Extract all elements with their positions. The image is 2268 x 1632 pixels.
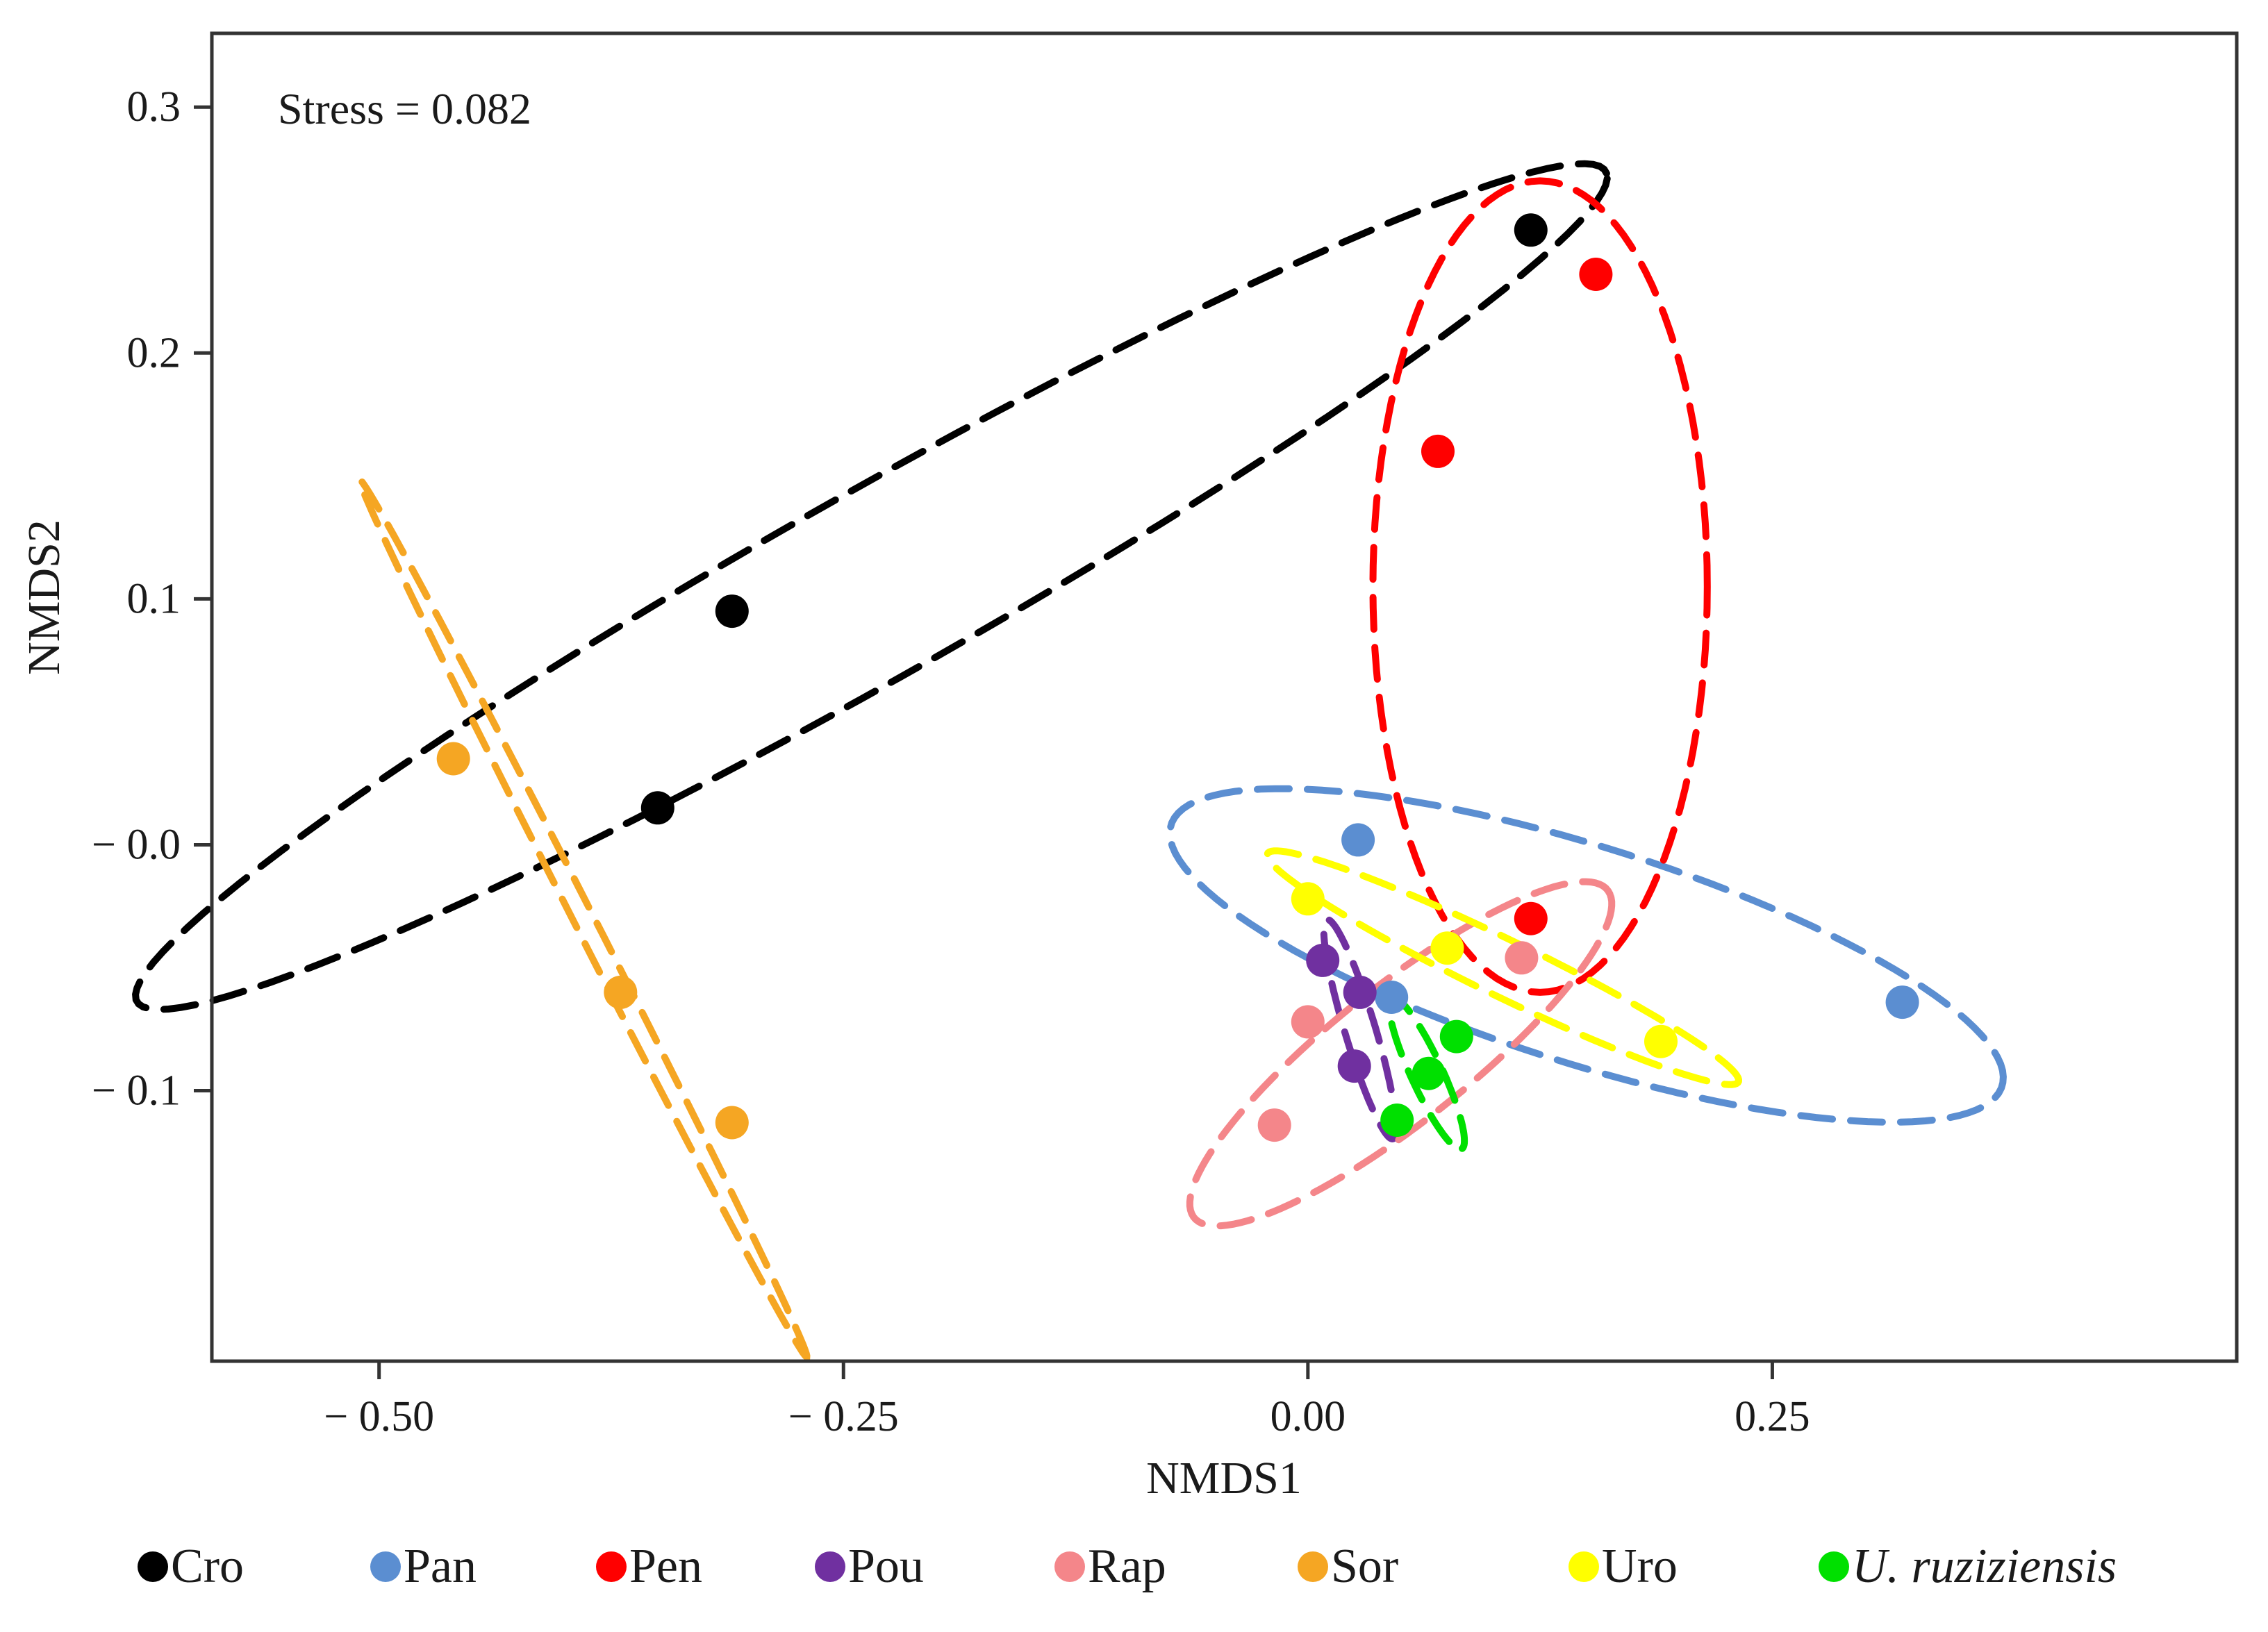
- point-pou-3: [1337, 1049, 1371, 1083]
- point-sor-2: [604, 975, 638, 1009]
- point-pou-2: [1343, 975, 1377, 1009]
- group-points: [436, 213, 1919, 1142]
- legend-marker-sor: [1298, 1551, 1328, 1582]
- legend-marker-u-ruziziensis: [1819, 1551, 1849, 1582]
- legend-label-pou: Pou: [848, 1540, 924, 1593]
- legend-label-sor: Sor: [1331, 1540, 1398, 1593]
- point-pen-3: [1514, 901, 1548, 935]
- legend-label-rap: Rap: [1088, 1540, 1166, 1593]
- y-tick-label: − 0.0: [92, 821, 181, 868]
- legend: Cro Pan Pen Pou Rap Sor Uro U. ruziziensis: [138, 1540, 2117, 1593]
- legend-marker-pen: [596, 1551, 627, 1582]
- point-rap-3: [1257, 1108, 1291, 1142]
- x-tick-label: − 0.50: [324, 1393, 434, 1440]
- group-ellipses: [132, 160, 2007, 1362]
- x-axis: − 0.50 − 0.25 0.00 0.25: [324, 1359, 1810, 1440]
- legend-item-rap: Rap: [1054, 1540, 1166, 1593]
- legend-label-cro: Cro: [171, 1540, 244, 1593]
- legend-marker-rap: [1054, 1551, 1085, 1582]
- point-u-ruziziensis-2: [1412, 1056, 1446, 1090]
- legend-item-pan: Pan: [370, 1540, 477, 1593]
- x-tick-label: − 0.25: [788, 1393, 899, 1440]
- legend-item-pen: Pen: [596, 1540, 702, 1593]
- point-cro-2: [715, 594, 749, 628]
- y-tick-label: 0.2: [127, 329, 181, 376]
- legend-label-uro: Uro: [1602, 1540, 1678, 1593]
- legend-item-sor: Sor: [1298, 1540, 1398, 1593]
- legend-marker-pou: [815, 1551, 845, 1582]
- point-uro-1: [1291, 882, 1325, 916]
- point-cro-3: [640, 791, 674, 825]
- y-axis-title: NMDS2: [19, 519, 69, 675]
- y-tick-label: 0.3: [127, 83, 181, 131]
- point-pan-3: [1885, 985, 1919, 1019]
- point-uro-3: [1644, 1024, 1678, 1058]
- stress-annotation: Stress = 0.082: [278, 84, 531, 133]
- ellipse-pou: [1320, 916, 1400, 1142]
- point-pen-1: [1579, 258, 1613, 291]
- point-pan-1: [1341, 823, 1375, 857]
- point-uro-2: [1430, 931, 1464, 965]
- ellipse-cro: [132, 160, 1611, 1013]
- x-axis-title: NMDS1: [1146, 1453, 1302, 1504]
- legend-item-uro: Uro: [1568, 1540, 1678, 1593]
- legend-item-cro: Cro: [138, 1540, 244, 1593]
- point-sor-1: [436, 742, 470, 776]
- x-tick-label: 0.25: [1735, 1393, 1810, 1440]
- ellipse-pen: [1369, 177, 1711, 996]
- ellipse-rap: [1186, 878, 1616, 1230]
- point-u-ruziziensis-3: [1380, 1104, 1414, 1137]
- legend-item-pou: Pou: [815, 1540, 924, 1593]
- ellipse-uro: [1264, 847, 1743, 1088]
- plot-frame: [210, 31, 2239, 1363]
- legend-label-pen: Pen: [629, 1540, 702, 1593]
- point-pan-2: [1375, 981, 1409, 1014]
- point-cro-1: [1514, 213, 1548, 247]
- point-sor-3: [715, 1106, 749, 1140]
- point-rap-2: [1291, 1005, 1325, 1039]
- legend-label-pan: Pan: [404, 1540, 477, 1593]
- ellipse-sor: [356, 476, 811, 1362]
- legend-label-u-ruziziensis: U. ruziziensis: [1852, 1540, 2117, 1593]
- point-pen-2: [1421, 434, 1455, 468]
- point-rap-1: [1505, 941, 1539, 975]
- legend-marker-pan: [370, 1551, 401, 1582]
- legend-marker-cro: [138, 1551, 168, 1582]
- legend-item-u-ruziziensis: U. ruziziensis: [1819, 1540, 2117, 1593]
- point-u-ruziziensis-1: [1439, 1019, 1473, 1054]
- legend-marker-uro: [1568, 1551, 1599, 1582]
- y-axis: 0.3 0.2 0.1 − 0.0 − 0.1: [92, 83, 214, 1115]
- y-tick-label: 0.1: [127, 575, 181, 622]
- ellipse-pan: [1166, 785, 2007, 1126]
- x-tick-label: 0.00: [1270, 1393, 1346, 1440]
- point-pou-1: [1306, 943, 1340, 977]
- y-tick-label: − 0.1: [92, 1067, 181, 1115]
